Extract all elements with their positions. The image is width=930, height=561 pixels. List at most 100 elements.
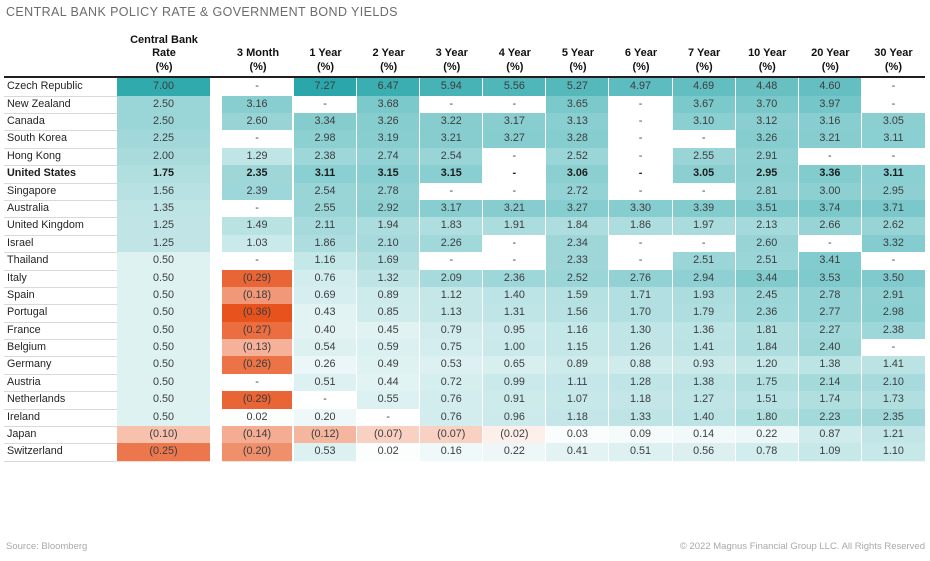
yield-cell: 3.28 bbox=[546, 130, 610, 149]
column-gap bbox=[211, 321, 222, 341]
yield-cell: 1.27 bbox=[672, 391, 736, 410]
yield-cell: 0.50 bbox=[117, 339, 211, 358]
table-row: Czech Republic 7.00-7.27 6.47 5.94 5.56 5.27 4… bbox=[4, 78, 925, 97]
yield-cell: 1.03 bbox=[222, 234, 294, 254]
column-gap bbox=[211, 252, 222, 271]
yield-cell: - bbox=[294, 391, 358, 410]
yield-cell: 3.68 bbox=[357, 95, 421, 115]
yield-cell: 1.70 bbox=[609, 304, 673, 323]
yield-cell: 3.21 bbox=[420, 130, 484, 149]
yield-cell: (0.18) bbox=[222, 286, 294, 306]
yield-cell: - bbox=[222, 252, 294, 271]
yield-cell: 2.27 bbox=[798, 321, 862, 341]
country-label: Germany bbox=[4, 356, 117, 375]
column-header: 1 Year (%) bbox=[309, 47, 342, 73]
yield-cell: 0.89 bbox=[546, 356, 610, 375]
yield-cell: 2.45 bbox=[735, 286, 799, 306]
yield-cell: 2.14 bbox=[798, 373, 862, 393]
yield-cell: 3.05 bbox=[672, 165, 736, 184]
table-row: Austria 0.50-0.51 0.44 0.72 0.99 1.11 1.28 1.38… bbox=[4, 373, 925, 393]
yield-cell: 0.50 bbox=[117, 304, 211, 323]
yield-cell: - bbox=[672, 234, 736, 254]
table-row: Israel 1.25 1.03 1.86 2.10 2.26-2.34- -2.60-3.… bbox=[4, 234, 925, 254]
yield-cell: 3.34 bbox=[294, 113, 358, 132]
country-label: Portugal bbox=[4, 304, 117, 323]
table-row: United States 1.75 2.35 3.11 3.15 3.15-3.06-3… bbox=[4, 165, 925, 184]
yield-cell: 0.40 bbox=[294, 321, 358, 341]
yield-cell: 2.81 bbox=[735, 182, 799, 201]
yield-cell: 0.85 bbox=[357, 304, 421, 323]
yield-cell: 2.55 bbox=[294, 199, 358, 219]
yield-cell: 3.16 bbox=[222, 95, 294, 115]
yield-cell: 0.50 bbox=[117, 408, 211, 428]
yield-cell: 3.26 bbox=[735, 130, 799, 149]
yield-cell: 0.50 bbox=[117, 252, 211, 271]
country-label: South Korea bbox=[4, 130, 117, 149]
yield-cell: 2.25 bbox=[117, 130, 211, 149]
country-label: Austria bbox=[4, 374, 117, 393]
country-label: Thailand bbox=[4, 252, 117, 271]
yield-cell: 1.91 bbox=[483, 217, 547, 236]
yield-cell: 0.03 bbox=[546, 426, 610, 445]
yield-cell: 5.94 bbox=[420, 78, 484, 97]
yield-cell: 1.69 bbox=[357, 252, 421, 271]
yield-cell: (0.25) bbox=[117, 443, 211, 462]
yield-cell: 2.95 bbox=[861, 182, 925, 201]
column-header: 20 Year (%) bbox=[811, 47, 850, 73]
yield-cell: 1.33 bbox=[609, 408, 673, 428]
column-gap bbox=[211, 391, 222, 410]
yield-cell: 1.30 bbox=[609, 321, 673, 341]
country-label: Canada bbox=[4, 113, 117, 132]
table-row: Hong Kong 2.00 1.29 2.38 2.74 2.54-2.52-2.55 2… bbox=[4, 147, 925, 167]
yield-cell: 2.98 bbox=[294, 130, 358, 149]
yield-cell: 2.11 bbox=[294, 217, 358, 236]
yield-cell: 2.13 bbox=[735, 217, 799, 236]
country-label: New Zealand bbox=[4, 96, 117, 115]
yield-cell: 1.36 bbox=[672, 321, 736, 341]
yield-cell: 2.78 bbox=[798, 286, 862, 306]
yield-cell: 3.19 bbox=[357, 130, 421, 149]
yield-cell: 4.97 bbox=[609, 78, 673, 97]
yield-cell: 2.50 bbox=[117, 95, 211, 115]
yield-cell: 1.80 bbox=[735, 408, 799, 428]
table-row: Netherlands 0.50 (0.29) -0.55 0.76 0.91 1.07 1.… bbox=[4, 391, 925, 410]
yield-cell: 1.38 bbox=[672, 373, 736, 393]
column-gap bbox=[211, 217, 222, 236]
column-gap bbox=[211, 339, 222, 358]
yield-cell: 1.86 bbox=[294, 234, 358, 254]
yield-cell: 0.53 bbox=[294, 443, 358, 462]
column-header: 3 Month (%) bbox=[236, 47, 280, 73]
yield-cell: 1.71 bbox=[609, 286, 673, 306]
yield-cell: 2.77 bbox=[798, 304, 862, 323]
yield-cell: 3.22 bbox=[420, 113, 484, 132]
yield-cell: 2.09 bbox=[420, 269, 484, 288]
yield-cell: 1.56 bbox=[117, 182, 211, 201]
yield-cell: 3.41 bbox=[798, 252, 862, 271]
yield-cell: 0.50 bbox=[117, 269, 211, 288]
yield-cell: 2.23 bbox=[798, 408, 862, 428]
yield-cell: 3.74 bbox=[798, 199, 862, 219]
yield-cell: 0.14 bbox=[672, 426, 736, 445]
yield-cell: 1.93 bbox=[672, 286, 736, 306]
table-row: Thailand 0.50-1.16 1.69- -2.33-2.51 2.51 3.41… bbox=[4, 252, 925, 271]
country-label: Belgium bbox=[4, 339, 117, 358]
yield-cell: - bbox=[483, 165, 547, 184]
yield-cell: 3.13 bbox=[546, 113, 610, 132]
yield-cell: 3.53 bbox=[798, 269, 862, 288]
yield-cell: 0.76 bbox=[420, 408, 484, 428]
country-label: Italy bbox=[4, 270, 117, 288]
yield-cell: - bbox=[609, 234, 673, 254]
table-row: Germany 0.50 (0.26) 0.26 0.49 0.53 0.65 0.89 0.8… bbox=[4, 356, 925, 375]
yield-cell: 3.27 bbox=[483, 130, 547, 149]
yield-cell: 4.60 bbox=[798, 78, 862, 97]
country-label: Singapore bbox=[4, 183, 117, 201]
yield-cell: 2.36 bbox=[483, 269, 547, 288]
yield-cell: - bbox=[420, 252, 484, 271]
yield-cell: 1.40 bbox=[672, 408, 736, 428]
yield-cell: 1.41 bbox=[672, 339, 736, 358]
column-gap bbox=[211, 443, 222, 462]
yield-heatmap-table: Central Bank Rate (%) 3 Month (%) 1 Year (… bbox=[4, 34, 925, 462]
yield-cell: 2.33 bbox=[546, 252, 610, 271]
yield-cell: 1.74 bbox=[798, 391, 862, 410]
yield-cell: - bbox=[672, 182, 736, 201]
